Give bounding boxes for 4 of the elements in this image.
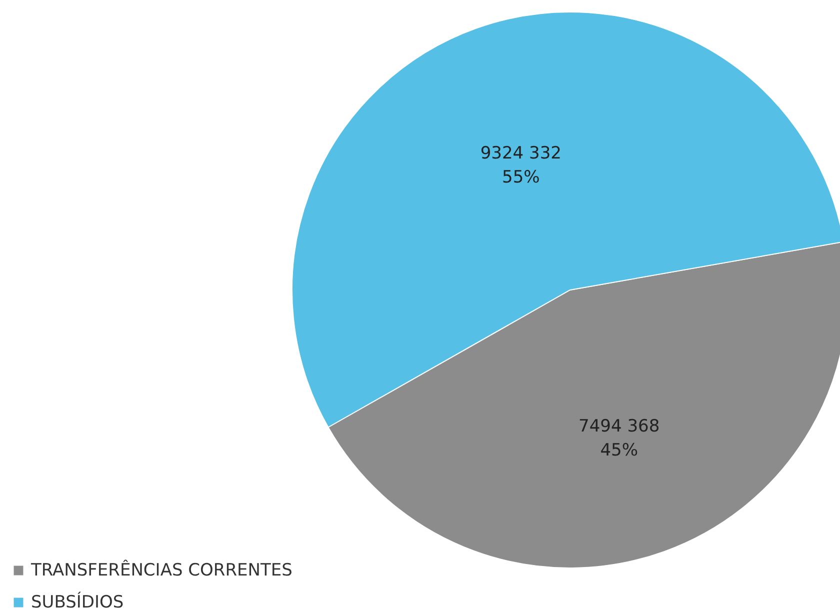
legend-label: TRANSFERÊNCIAS CORRENTES — [30, 560, 292, 580]
data-label: 9324 332 55% — [480, 144, 562, 188]
legend-label: SUBSÍDIOS — [31, 592, 124, 612]
data-label: 7494 368 45% — [578, 416, 660, 460]
